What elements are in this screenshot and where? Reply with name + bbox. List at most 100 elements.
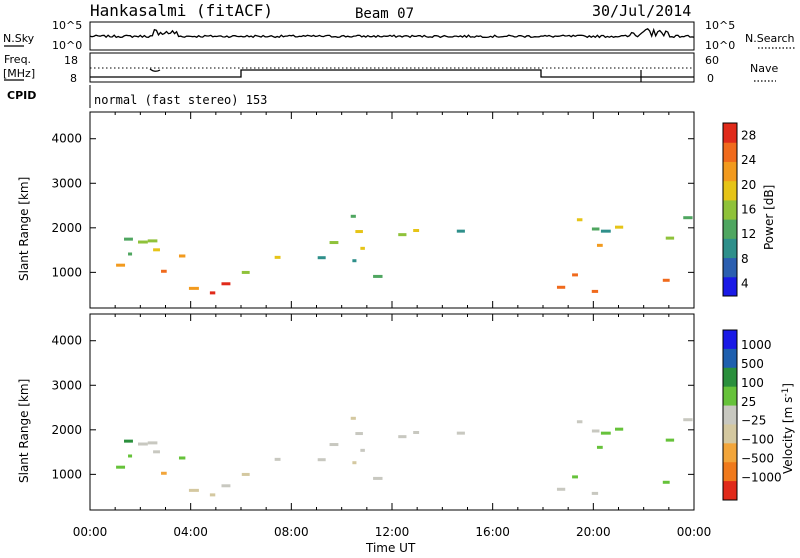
- x-tick-label: 00:00: [73, 525, 108, 539]
- velocity-heatmap: [116, 416, 693, 497]
- date-title: 30/Jul/2014: [592, 2, 691, 20]
- y-tick-label: 1000: [51, 467, 82, 481]
- power-cell: [596, 243, 603, 247]
- power-cell: [591, 289, 599, 293]
- power-colorbar-segment: [723, 180, 737, 201]
- power-colorbar-tick: 24: [741, 153, 756, 167]
- y-tick-label: 2000: [51, 423, 82, 437]
- velocity-colorbar-tick: −25: [741, 414, 766, 428]
- power-cell: [591, 227, 600, 231]
- noise-panel: N.Sky 10^5 10^0 10^5 10^0 N.Search: [3, 19, 796, 52]
- noise-right-tick-bottom: 10^0: [705, 39, 735, 52]
- velocity-cell: [683, 418, 693, 422]
- power-colorbar-segment: [723, 238, 737, 259]
- power-cell: [116, 263, 126, 267]
- velocity-cell: [413, 431, 420, 435]
- power-colorbar-tick: 20: [741, 178, 756, 192]
- power-cell: [147, 239, 158, 243]
- power-cell: [128, 252, 133, 256]
- nave-right-tick-top: 60: [705, 54, 719, 67]
- velocity-colorbar-segment: [723, 367, 737, 388]
- x-tick-label: 04:00: [173, 525, 208, 539]
- freq-left-tick-top: 18: [64, 54, 78, 67]
- velocity-cell: [572, 475, 578, 479]
- power-cell: [413, 229, 420, 233]
- velocity-cell: [352, 461, 357, 465]
- y-tick-label: 3000: [51, 176, 82, 190]
- noise-search-label: N.Search: [745, 32, 795, 45]
- power-cell: [615, 225, 624, 229]
- power-cell: [373, 274, 383, 278]
- power-colorbar-segment: [723, 199, 737, 220]
- velocity-cell: [596, 445, 603, 449]
- velocity-colorbar-segment: [723, 348, 737, 369]
- velocity-cell: [600, 431, 611, 435]
- power-colorbar-segment: [723, 123, 737, 143]
- power-ylabel: Slant Range [km]: [17, 177, 31, 281]
- power-colorbar-tick: 12: [741, 227, 756, 241]
- y-tick-label: 1000: [51, 265, 82, 279]
- velocity-cell: [124, 439, 133, 443]
- power-cell: [329, 241, 339, 245]
- velocity-cell: [241, 472, 250, 476]
- velocity-cell: [662, 480, 670, 484]
- velocity-cell: [317, 458, 326, 462]
- power-colorbar-segment: [723, 161, 737, 182]
- power-cell: [274, 255, 281, 259]
- noise-left-tick-bottom: 10^0: [52, 39, 82, 52]
- velocity-cell: [329, 443, 339, 447]
- velocity-colorbar-tick: 500: [741, 357, 764, 371]
- velocity-colorbar-tick: 1000: [741, 338, 772, 352]
- x-tick-label: 12:00: [375, 525, 410, 539]
- noise-sky-series: [89, 27, 695, 39]
- velocity-cell: [591, 429, 600, 433]
- power-cell: [209, 291, 216, 295]
- velocity-cell: [116, 465, 126, 469]
- velocity-cell: [161, 471, 167, 475]
- velocity-cell: [221, 484, 231, 488]
- velocity-colorbar-segment: [723, 386, 737, 407]
- power-cell: [137, 240, 148, 244]
- x-tick-label: 16:00: [475, 525, 510, 539]
- velocity-colorbar-label: Velocity [m s-1]: [781, 383, 795, 474]
- freq-left-tick-bottom: 8: [70, 72, 77, 85]
- power-cell: [317, 256, 326, 260]
- power-colorbar-tick: 8: [741, 252, 749, 266]
- velocity-colorbar-segment: [723, 481, 737, 501]
- velocity-cell: [147, 441, 158, 445]
- velocity-cell: [556, 487, 566, 491]
- velocity-cell: [209, 493, 216, 497]
- power-colorbar: 4 8 12 16 20 24 28: [722, 122, 756, 297]
- power-colorbar-segment: [723, 276, 737, 297]
- power-colorbar-label: Power [dB]: [762, 185, 776, 250]
- power-cell: [355, 230, 363, 234]
- power-cell: [600, 229, 611, 233]
- power-colorbar-tick: 28: [741, 128, 756, 142]
- velocity-colorbar-tick: 25: [741, 395, 756, 409]
- nave-series: [90, 69, 694, 78]
- y-tick-label: 2000: [51, 221, 82, 235]
- x-tick-label: 08:00: [274, 525, 309, 539]
- power-cell: [188, 286, 199, 290]
- cpid-label: CPID: [7, 89, 36, 102]
- velocity-colorbar-frame: [722, 329, 738, 501]
- velocity-label-sup: -1: [781, 388, 791, 397]
- x-axis-label: Time UT: [365, 541, 416, 554]
- noise-sky-label: N.Sky: [3, 32, 35, 45]
- power-cell: [556, 285, 566, 289]
- power-colorbar-segment: [723, 257, 737, 278]
- noise-left-tick-top: 10^5: [52, 19, 82, 32]
- power-cell: [241, 270, 250, 274]
- x-tick-label: 00:00: [677, 525, 712, 539]
- freq-label-line1: Freq.: [4, 53, 31, 66]
- velocity-cell: [373, 476, 383, 480]
- power-cell: [398, 233, 407, 237]
- nave-right-tick-bottom: 0: [707, 72, 714, 85]
- power-cell: [221, 282, 231, 286]
- freq-panel: Freq. [MHz] 18 8 60 0 Nave: [3, 52, 778, 85]
- power-colorbar-frame: [722, 122, 738, 297]
- velocity-colorbar-tick: −500: [741, 451, 774, 465]
- power-cell: [662, 278, 670, 282]
- cpid-value: normal (fast stereo) 153: [94, 93, 267, 107]
